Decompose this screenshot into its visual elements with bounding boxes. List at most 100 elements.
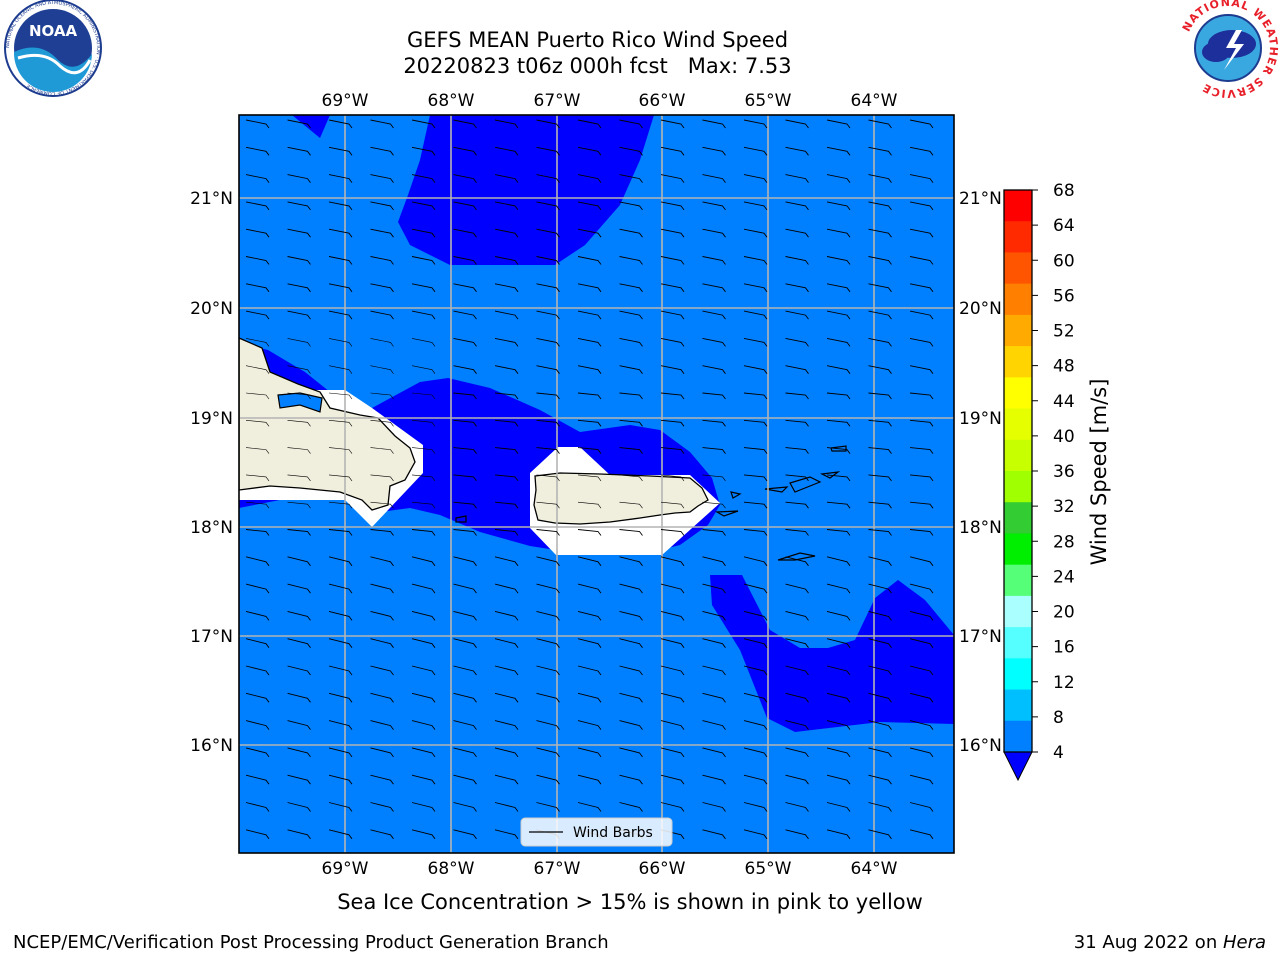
wind-barb (536, 447, 560, 454)
wind-barb (245, 692, 270, 703)
wind-barb (536, 228, 560, 238)
wind-barb (868, 529, 892, 536)
wind-barb (743, 720, 768, 730)
wind-barb (287, 256, 311, 265)
wind-barb (619, 392, 643, 400)
wind-barb (619, 774, 643, 785)
wind-barb (660, 665, 685, 676)
wind-barb (743, 310, 768, 320)
wind-barb (453, 447, 477, 454)
wind-barb (411, 529, 436, 536)
wind-barb (411, 338, 436, 347)
wind-barb (494, 146, 519, 156)
wind-barb (577, 146, 602, 156)
wind-barb (453, 201, 477, 211)
wind-barb (453, 310, 477, 320)
wind-barb (577, 692, 602, 703)
wind-barb (660, 146, 685, 156)
wind-barb (411, 447, 436, 454)
wind-barb (536, 692, 560, 703)
map-area (239, 115, 954, 853)
colorbar-tick-label: 16 (1053, 638, 1075, 658)
wind-barb (370, 720, 394, 730)
lat-label: 18°N (959, 518, 1002, 538)
wind-barb (619, 665, 643, 676)
wind-barb (245, 665, 270, 676)
wind-barb (826, 474, 851, 482)
wind-barb (826, 146, 851, 156)
footer-date: 31 Aug 2022 on (1073, 932, 1223, 953)
wind-barb (702, 256, 726, 265)
wind-barb (702, 583, 726, 594)
wind-barb (370, 610, 394, 621)
colorbar-tick-label: 12 (1053, 673, 1075, 693)
wind-barb (453, 256, 477, 265)
colorbar-tick-label: 24 (1053, 567, 1075, 587)
wind-barb (909, 392, 934, 400)
wind-barb (245, 529, 270, 536)
wind-barb (868, 829, 892, 840)
wind-barb (328, 338, 353, 347)
wind-barb (494, 774, 519, 785)
wind-barb (245, 228, 270, 238)
lat-label: 18°N (190, 518, 233, 538)
wind-barb (245, 392, 270, 400)
wind-barb (536, 747, 560, 758)
wind-barb (868, 337, 892, 347)
wind-barb (494, 283, 519, 293)
wind-barb (619, 720, 643, 730)
wind-barb (660, 747, 685, 758)
wind-barb (868, 365, 892, 374)
wind-barb (536, 501, 560, 509)
wind-barb (868, 474, 892, 482)
wind-barb (577, 501, 602, 509)
lon-label: 65°W (745, 91, 792, 111)
wind-barb (660, 419, 685, 427)
wind-barb (245, 338, 270, 347)
wind-barb (370, 201, 394, 211)
land-culebra (730, 491, 742, 499)
wind-barb (245, 283, 270, 293)
wind-barb (287, 665, 311, 676)
wind-barb (577, 310, 602, 320)
wind-barb (660, 447, 685, 454)
lat-label: 19°N (959, 409, 1002, 429)
wind-barb (328, 665, 353, 676)
wind-barb (328, 829, 353, 840)
wind-barb (785, 692, 809, 703)
wind-barb (660, 529, 685, 536)
map-frame (238, 114, 955, 854)
lon-labels-bottom: 69°W 68°W 67°W 66°W 65°W 64°W (322, 859, 898, 879)
wind-barb (826, 720, 851, 730)
wind-barb (245, 310, 270, 320)
wind-barb (453, 829, 477, 840)
wind-barb (287, 747, 311, 758)
wind-barb (453, 529, 477, 536)
wind-barb (702, 174, 726, 183)
wind-barb (868, 283, 892, 293)
wind-barb (370, 447, 394, 454)
wind-barb (245, 583, 270, 594)
colorbar-segment (1004, 408, 1032, 441)
wind-barb (702, 720, 726, 730)
wind-barb (494, 802, 519, 812)
wind-barb (702, 802, 726, 812)
wind-barb (411, 228, 436, 238)
wind-barb (494, 392, 519, 400)
wind-barb (370, 119, 394, 129)
colorbar-segment (1004, 689, 1032, 722)
wind-barb (826, 556, 851, 567)
colorbar-tick-label: 48 (1053, 357, 1075, 377)
wind-barb (743, 119, 768, 129)
wind-barb (619, 747, 643, 758)
wind-barb (660, 201, 685, 211)
wind-barb (619, 419, 643, 427)
wind-barb (287, 474, 311, 482)
colorbar-tick-label: 44 (1053, 392, 1075, 412)
lon-label: 67°W (534, 859, 581, 879)
wind-barb (826, 256, 851, 265)
wind-barb (702, 419, 726, 427)
wind-barb (328, 501, 353, 509)
wind-barb (909, 119, 934, 129)
wind-barb (743, 256, 768, 265)
